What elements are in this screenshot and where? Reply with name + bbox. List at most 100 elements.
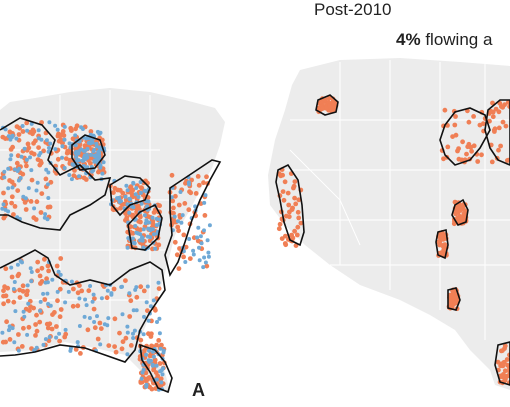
well-dot [70,136,76,142]
well-dot [73,146,78,152]
well-dot [31,129,37,134]
well-dot [298,220,304,226]
well-dot [100,171,105,176]
well-dot [102,322,107,327]
well-dot [137,206,142,212]
well-dot [32,206,37,211]
well-dot [52,310,57,315]
well-dot [73,143,78,148]
well-dot [466,119,472,125]
well-dot [90,299,95,304]
well-dot [48,141,53,146]
well-dot [2,213,8,219]
well-dot [141,227,146,232]
well-dot [55,156,61,162]
well-dot [154,216,159,221]
well-dot [62,124,67,129]
well-dot [9,265,14,270]
aquifer-outline-florida [139,343,173,394]
well-dot [19,154,24,159]
well-dot [26,186,31,191]
well-dot [77,324,82,328]
well-dot [111,190,116,196]
well-dot [16,178,21,183]
well-dot [286,214,292,220]
well-dot [47,146,51,150]
well-dot [22,146,27,151]
well-dot [25,332,30,337]
well-dot [87,316,92,320]
well-dot [2,175,7,180]
well-dot [38,210,44,215]
well-dot [123,278,128,283]
well-dot [89,140,93,145]
well-dot [452,122,458,128]
well-dot [82,148,87,153]
well-dot [88,129,94,134]
well-dot [67,141,72,146]
well-dot [196,182,202,188]
flowing-percentage-value: 4% [396,30,421,49]
well-dot [29,168,34,173]
well-dot [63,327,68,332]
well-dot [156,338,162,343]
well-dot [34,199,40,205]
well-dot [86,288,92,294]
well-dot [175,224,181,230]
well-dot [128,298,134,304]
well-dot [283,242,289,248]
well-dot [147,220,152,225]
flowing-percentage-label: flowing a [425,30,493,49]
well-dot [9,194,15,200]
well-dot [198,234,203,239]
well-dot [105,288,110,293]
well-dot [28,199,34,204]
well-dot [6,166,11,171]
well-dot [493,106,499,112]
well-dot [326,95,332,101]
well-dot [471,114,476,119]
well-dot [131,240,136,245]
well-dot [15,273,21,279]
well-dot [10,144,16,150]
well-dot [490,114,496,120]
well-dot [155,373,161,379]
well-dot [6,186,11,191]
well-dot [34,312,39,318]
well-dot [197,245,201,250]
well-dot [112,185,118,191]
well-dot [141,245,146,250]
well-dot [95,129,100,134]
well-dot [33,217,39,222]
well-dot [75,303,81,309]
well-dot [156,280,161,285]
well-dot [439,236,445,242]
well-dot [28,304,33,309]
well-dot [43,337,48,342]
well-dot [17,166,22,171]
well-dot [502,373,508,379]
well-dot [88,132,93,137]
well-dot [151,367,157,373]
well-dot [132,328,137,333]
well-dot [43,212,48,217]
well-dot [157,331,162,336]
well-dot [47,204,53,210]
well-dot [464,151,469,157]
well-dot [120,190,126,196]
well-dot [20,129,26,134]
well-dot [448,293,454,299]
well-dot [66,289,71,294]
well-dot [8,157,13,162]
well-dot [505,100,510,105]
well-dot [158,346,163,351]
well-dot [70,162,75,167]
well-dot [60,155,64,160]
well-dot [445,144,451,150]
well-dot [440,251,446,257]
well-dot [150,227,155,232]
well-dot [155,320,159,324]
well-dot [143,221,148,226]
well-dot [286,202,292,208]
well-dot [12,340,17,345]
